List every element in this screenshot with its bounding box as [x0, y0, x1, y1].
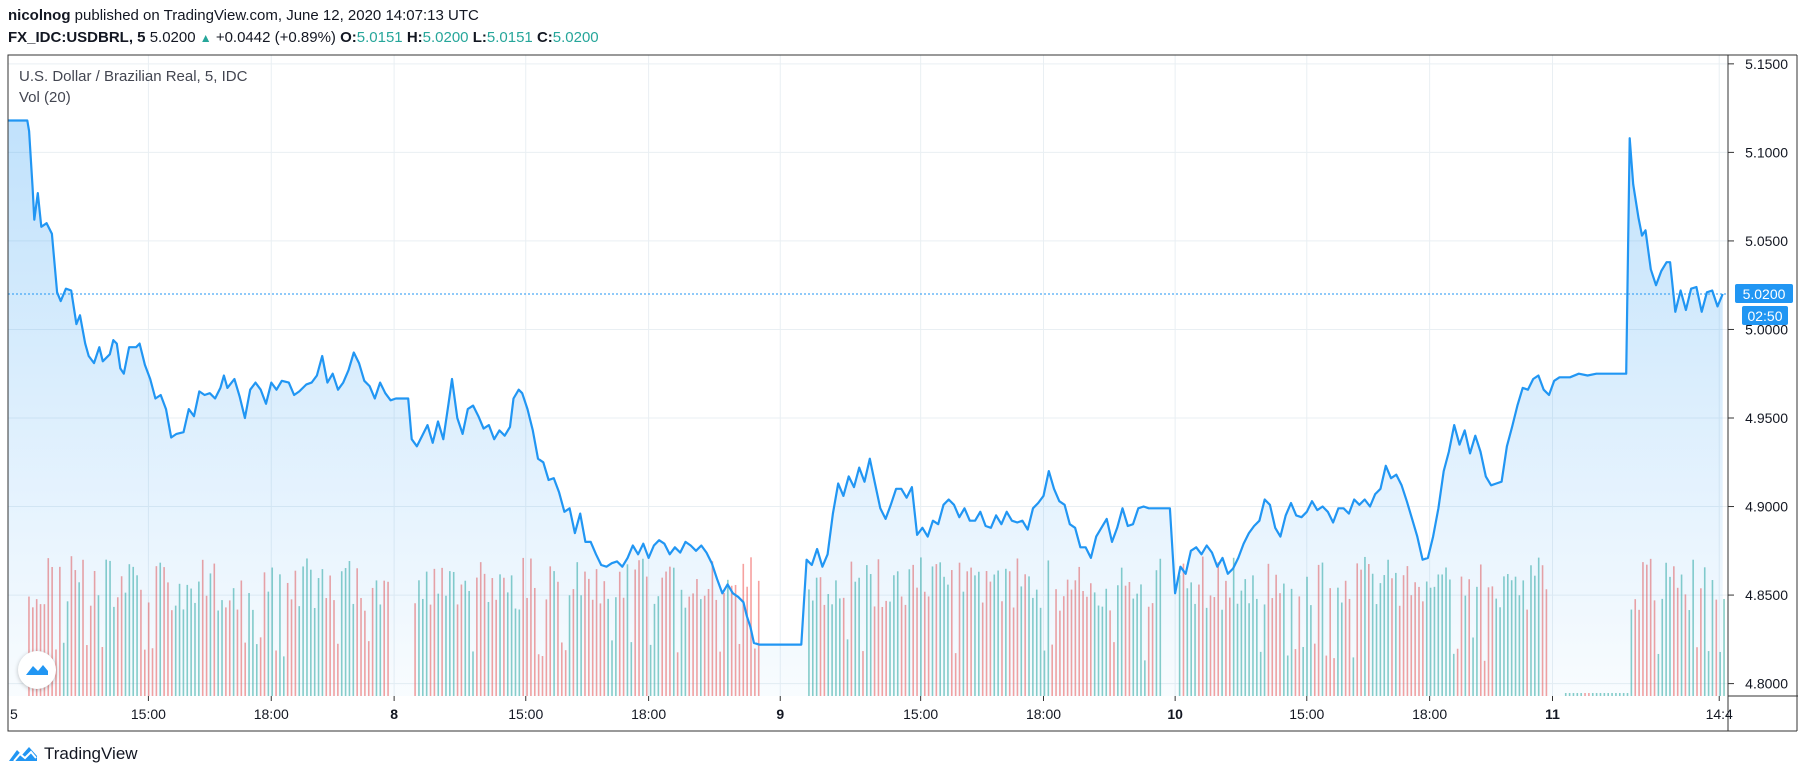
author-name[interactable]: nicolnog	[8, 7, 71, 24]
time-tick-label: 5	[10, 706, 18, 722]
high-value: 5.0200	[422, 29, 469, 46]
price-line	[8, 119, 1724, 646]
close-value: 5.0200	[552, 29, 599, 46]
time-tick-label: 18:00	[1412, 706, 1447, 722]
countdown-text: 02:50	[1747, 308, 1782, 324]
chart-legend: U.S. Dollar / Brazilian Real, 5, IDC Vol…	[19, 68, 247, 106]
low-label: L:	[472, 29, 487, 46]
go-to-realtime-button[interactable]	[18, 651, 56, 689]
price-tick-label: 4.9000	[1745, 499, 1788, 515]
price-tick-label: 5.1000	[1745, 144, 1788, 160]
legend-volume[interactable]: Vol (20)	[19, 89, 71, 106]
high-label: H:	[406, 29, 423, 46]
tradingview-logo-icon	[9, 747, 37, 762]
price-tick-label: 4.8500	[1745, 587, 1788, 603]
time-tick-label: 18:00	[1026, 706, 1061, 722]
low-value: 5.0151	[486, 29, 533, 46]
time-tick-label: 11	[1545, 706, 1560, 722]
published-text: published on TradingView.com, June 12, 2…	[70, 7, 479, 24]
time-tick-label: 15:00	[1289, 706, 1324, 722]
price-tick-label: 5.0500	[1745, 233, 1788, 249]
time-axis: 5 15:00 18:00 8 15:00 18:00 9 15:00 18:00 10 15:00…	[7, 696, 1733, 722]
legend-title[interactable]: U.S. Dollar / Brazilian Real, 5, IDC	[19, 68, 248, 85]
time-tick-label: 15:00	[903, 706, 938, 722]
brand-footer[interactable]: TradingView	[8, 744, 138, 764]
countdown-box	[1742, 306, 1788, 326]
price-axis: 5.1500 5.1000 5.0500 5.0000 4.9500 4.9000 4.85…	[1728, 56, 1788, 692]
price-tick-label: 5.1500	[1745, 56, 1788, 72]
price-change: +0.0442 (+0.89%)	[215, 29, 336, 46]
price-tick-label: 5.0000	[1745, 321, 1788, 337]
time-tick-label: 10	[1167, 706, 1183, 722]
price-area-fill	[8, 120, 1723, 696]
time-tick-label: 8	[390, 706, 398, 722]
symbol-name: FX_IDC:USDBRL, 5	[8, 29, 146, 46]
close-label: C:	[536, 29, 553, 46]
volume-bar	[757, 580, 760, 696]
publish-info: nicolnog published on TradingView.com, J…	[8, 7, 479, 24]
last-price-label: 5.0200 02:50	[1735, 284, 1793, 326]
last-price: 5.0200	[149, 29, 196, 46]
time-tick-label: 18:00	[631, 706, 666, 722]
last-price-text: 5.0200	[1743, 286, 1786, 302]
brand-name: TradingView	[44, 744, 138, 763]
price-tick-label: 4.9500	[1745, 410, 1788, 426]
price-tick-label: 4.8000	[1745, 676, 1788, 692]
up-arrow-icon: ▲	[199, 31, 212, 45]
time-tick-label: 9	[776, 706, 784, 722]
time-tick-label: 15:00	[508, 706, 543, 722]
symbol-ohlc-bar: FX_IDC:USDBRL, 5 5.0200 ▲ +0.0442 (+0.89…	[8, 29, 599, 46]
volume-bar	[1723, 598, 1725, 696]
time-tick-label: 14:4	[1706, 706, 1733, 722]
open-label: O:	[340, 29, 357, 46]
open-value: 5.0151	[356, 29, 403, 46]
time-tick-label: 18:00	[254, 706, 289, 722]
time-tick-label: 15:00	[131, 706, 166, 722]
last-price-box	[1735, 284, 1793, 304]
tradingview-logo-icon	[26, 665, 48, 675]
